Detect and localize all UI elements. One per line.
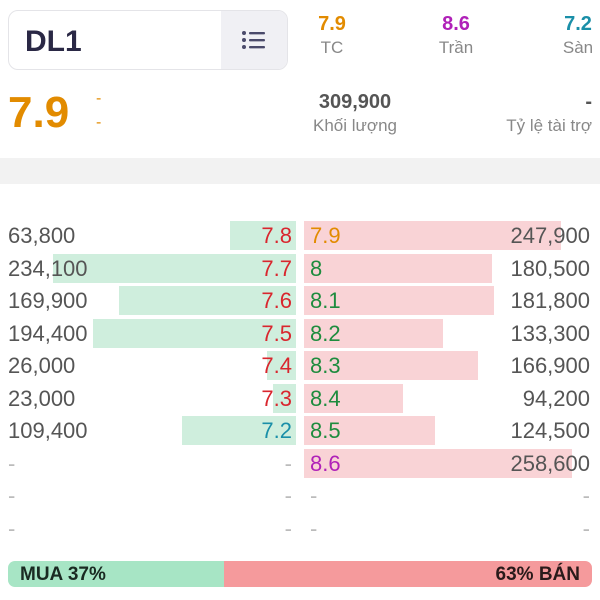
order-book-row[interactable]: 23,000 7.3 8.4 94,200 [0,382,600,415]
ask-price: 8.1 [310,288,341,313]
reference-price: 7.9 TC [302,12,362,60]
volume-value: 309,900 [318,91,392,113]
sell-ratio-segment: 63% BÁN [224,561,592,587]
order-book-row[interactable]: - -8.6 258,600 [0,447,600,480]
bid-volume: - [8,483,16,508]
bid-price: 7.2 [261,418,292,443]
list-button[interactable] [221,11,287,69]
ask-price: 8.5 [310,418,341,443]
ask-volume-bar [304,253,492,283]
ceiling-price: 8.6 Trần [426,12,486,60]
margin-ratio-label: Tỷ lệ tài trợ [506,116,592,135]
order-book: 63,800 7.8 7.9 247,900 234,100 7.7 8 180,500 169… [0,219,600,544]
ask-price: 8.2 [310,320,341,346]
bid-price: 7.5 [261,320,292,346]
ask-volume: 124,500 [510,418,590,443]
bid-volume-bar [230,221,296,250]
ask-volume: 258,600 [510,450,590,476]
bid-volume: 63,800 [8,223,76,248]
bid-price: 7.7 [261,255,292,281]
bid-volume-bar [182,416,296,445]
order-book-row[interactable]: 194,400 7.5 8.2 133,300 [0,317,600,350]
ask-volume: 181,800 [510,288,590,313]
ask-price: 8.4 [310,385,341,411]
ask-price: 8 [310,255,323,281]
bid-volume: 26,000 [8,353,76,378]
bid-price: 7.6 [261,288,292,313]
ceiling-price-label: Trần [438,38,474,57]
reference-price-value: 7.9 [318,13,346,35]
bid-volume: - [8,450,16,476]
ask-volume-bar [304,286,494,315]
ask-volume: - [582,515,590,541]
ask-price: - [310,515,318,541]
bid-price: 7.3 [261,385,292,411]
floor-price: 7.2 Sàn [548,12,600,60]
order-book-row[interactable]: ---- [0,512,600,545]
buy-ratio-segment: MUA 37% [8,561,225,587]
bid-volume: - [8,515,16,541]
margin-ratio-value: - [585,91,592,113]
bid-volume-bar [53,253,296,283]
ask-volume: - [582,483,590,508]
margin-ratio-block: - Tỷ lệ tài trợ [506,90,592,138]
ticker-selector[interactable]: DL1 [8,10,288,70]
ask-volume-bar [304,416,435,445]
ask-price: - [310,483,318,508]
volume-block: 309,900 Khối lượng [290,90,420,138]
ask-volume-bar [304,318,443,348]
bid-price: 7.8 [261,223,292,248]
order-book-row[interactable]: 109,400 7.2 8.5 124,500 [0,414,600,447]
bid-volume-bar [273,383,296,413]
bid-volume-bar [267,351,296,380]
order-book-row[interactable]: 26,000 7.4 8.3 166,900 [0,349,600,382]
ticker-symbol: DL1 [25,25,82,58]
floor-price-value: 7.2 [564,13,592,35]
bid-volume-bar [93,318,296,348]
section-divider [0,158,600,184]
ceiling-price-value: 8.6 [442,13,470,35]
bid-price: - [284,515,292,541]
order-book-row[interactable]: ---- [0,479,600,512]
bid-price: - [284,483,292,508]
bid-volume: 109,400 [8,418,88,443]
ask-volume: 166,900 [510,353,590,378]
buy-ratio-label: MUA 37% [20,564,106,585]
ask-volume-bar [304,351,478,380]
volume-label: Khối lượng [313,116,397,135]
sell-ratio-label: 63% BÁN [495,564,580,585]
buy-sell-ratio-bar: MUA 37% 63% BÁN [8,561,592,587]
bid-volume-bar [119,286,296,315]
order-book-row[interactable]: 234,100 7.7 8 180,500 [0,252,600,285]
current-price: 7.9 [8,88,70,137]
ask-price: 7.9 [310,223,341,248]
ask-volume: 180,500 [510,255,590,281]
floor-price-label: Sàn [562,38,594,57]
bid-price: 7.4 [261,353,292,378]
ask-volume: 247,900 [510,223,590,248]
ask-volume: 133,300 [510,320,590,346]
ask-price: 8.3 [310,353,341,378]
price-change: - [96,90,102,107]
ask-volume-bar [304,383,403,413]
price-change-percent: - [96,114,102,131]
ask-volume-bar [304,221,561,250]
bid-price: - [284,450,292,476]
order-book-row[interactable]: 63,800 7.8 7.9 247,900 [0,219,600,252]
ask-price: 8.6 [310,450,341,476]
reference-price-label: TC [320,38,344,57]
bid-volume: 194,400 [8,320,88,346]
bid-volume: 23,000 [8,385,76,411]
ask-volume: 94,200 [522,385,590,411]
bid-volume: 169,900 [8,288,88,313]
order-book-row[interactable]: 169,900 7.6 8.1 181,800 [0,284,600,317]
list-icon [242,31,265,49]
ask-volume-bar [304,448,572,478]
bid-volume: 234,100 [8,255,88,281]
